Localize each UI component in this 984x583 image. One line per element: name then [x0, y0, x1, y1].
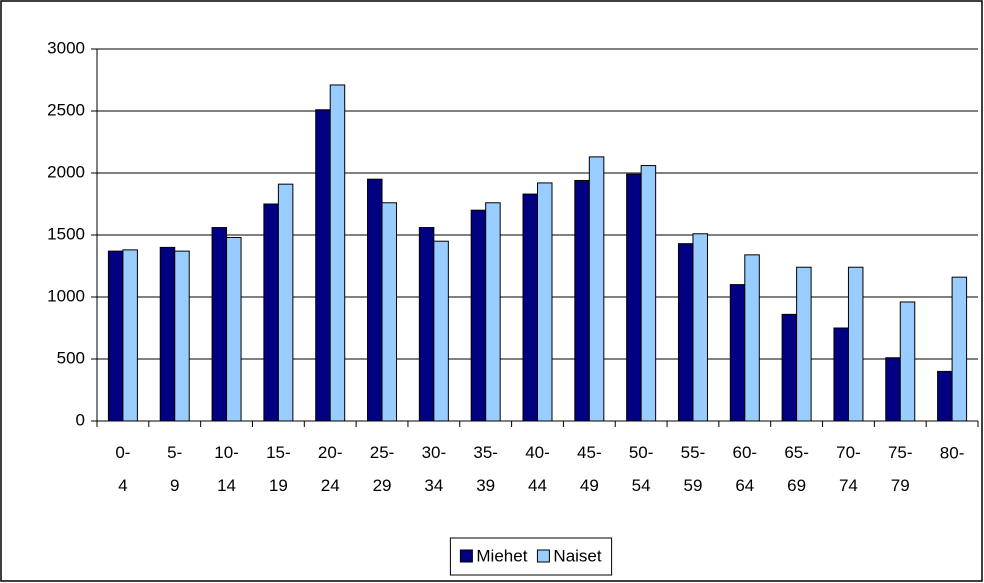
legend-swatch [536, 549, 550, 563]
bar [433, 240, 449, 422]
bar [263, 203, 279, 422]
bar [277, 183, 294, 422]
y-tick-label: 2000 [47, 162, 85, 181]
bar [329, 84, 346, 422]
y-tick-label: 1500 [47, 224, 85, 243]
bar [796, 266, 812, 422]
bar [418, 227, 435, 422]
legend-box [449, 537, 613, 576]
bar [574, 179, 590, 422]
x-tick-label: 10-14 [214, 443, 239, 495]
bar [522, 193, 538, 422]
y-tick-label: 0 [76, 410, 85, 429]
bar [626, 173, 642, 422]
x-tick-label: 70-74 [836, 443, 861, 495]
bar [107, 250, 124, 422]
y-tick-label: 1000 [47, 286, 85, 305]
bar [729, 284, 746, 422]
legend: Miehet Naiset [449, 537, 613, 576]
x-tick-label: 80- [940, 443, 965, 462]
x-tick-label: 60-64 [733, 443, 758, 495]
y-tick-label: 3000 [47, 38, 85, 57]
legend-label: Miehet [476, 546, 527, 565]
x-tick-label: 15-19 [266, 443, 291, 495]
bar [744, 254, 760, 422]
bar [847, 266, 864, 422]
x-tick-label: 45-49 [577, 443, 602, 495]
legend-swatch [459, 549, 473, 563]
bar [159, 246, 176, 422]
x-tick-label: 40-44 [525, 443, 550, 495]
bar [381, 202, 398, 422]
bar [677, 243, 694, 422]
bar [833, 327, 849, 422]
bar [640, 165, 657, 422]
bar [781, 313, 798, 422]
y-tick-label: 2500 [47, 100, 85, 119]
x-tick-label: 35-39 [473, 443, 498, 495]
bar [485, 202, 501, 422]
x-tick-label: 50-54 [629, 443, 654, 495]
bar [122, 249, 138, 422]
x-tick-label: 0-4 [115, 443, 130, 495]
bar [315, 109, 331, 422]
x-tick-label: 20-24 [318, 443, 343, 495]
bar [211, 227, 228, 422]
y-tick-label: 500 [57, 348, 85, 367]
bar [692, 233, 708, 422]
x-tick-label: 55-59 [681, 443, 706, 495]
x-tick-label: 75-79 [888, 443, 913, 495]
bar [367, 178, 383, 422]
x-tick-label: 25-29 [370, 443, 395, 495]
bar [226, 236, 242, 422]
x-tick-label: 30-34 [422, 443, 447, 495]
x-tick-label: 65-69 [784, 443, 809, 495]
bar [588, 156, 605, 422]
bar [174, 250, 190, 422]
bar [951, 276, 968, 422]
bar [937, 370, 953, 422]
bar [885, 357, 901, 422]
bar [899, 301, 916, 422]
x-tick-label: 5-9 [167, 443, 182, 495]
legend-label: Naiset [553, 546, 601, 565]
bar [470, 209, 487, 422]
bar [537, 182, 553, 422]
